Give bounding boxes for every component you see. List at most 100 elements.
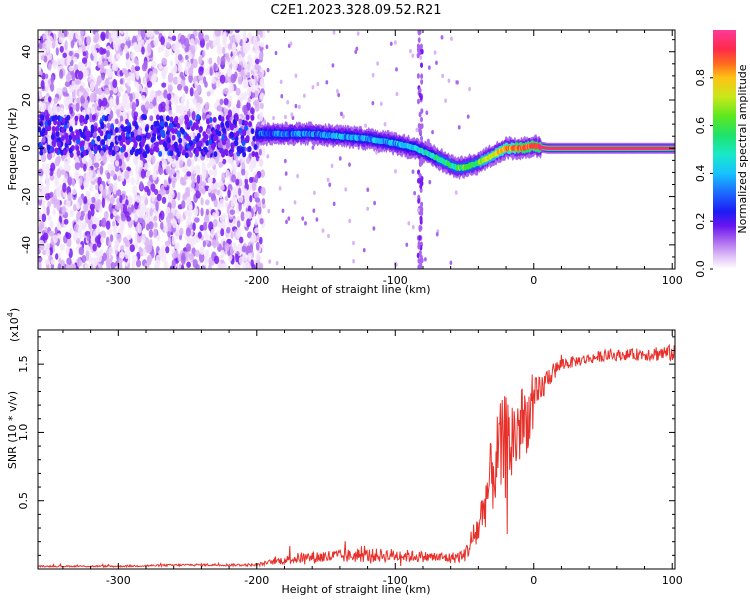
heatmap-signal-cell [216,124,221,131]
heatmap-noise-cell [52,195,58,204]
heatmap-noise-cell [259,42,265,48]
heatmap-signal-cell [107,115,112,122]
heatmap-noise-cell [52,59,58,70]
heatmap-signal-cell [229,124,234,131]
heatmap-noise-cell [124,100,131,111]
heatmap-noise-cell [249,243,254,253]
heatmap-noise-cell [175,211,181,220]
heatmap-noise-cell [125,59,131,69]
heatmap-noise-cell [109,156,115,164]
heatmap-noise-cell [192,235,198,244]
heatmap-noise-cell [149,207,153,218]
heatmap-noise-cell [40,153,47,163]
heatmap-noise-cell [44,226,48,233]
heatmap-noise-cell [49,174,55,181]
heatmap-noise-cell [48,53,53,61]
heatmap-noise-cell [190,45,196,55]
heatmap-noise-cell [405,242,409,248]
heatmap-stripe-cell [416,43,420,49]
heatmap-noise-cell [176,83,182,91]
heatmap-noise-cell [121,67,128,74]
colorbar-tick-label: 0.0 [694,260,707,278]
heatmap-noise-cell [101,189,106,196]
heatmap-noise-cell [114,239,120,247]
heatmap-noise-cell [220,249,225,259]
heatmap-noise-cell [228,95,233,102]
heatmap-signal-cell [114,118,119,125]
heatmap-noise-cell [134,239,139,250]
heatmap-noise-cell [170,186,174,195]
heatmap-noise-cell [237,64,242,73]
heatmap-noise-cell [240,93,245,101]
heatmap-noise-cell [328,182,332,187]
heatmap-signal-cell [250,114,255,121]
heatmap-signal-cell [61,117,66,124]
heatmap-signal-cell [91,139,96,146]
heatmap-signal-cell [173,141,178,148]
heatmap-noise-cell [258,148,263,156]
heatmap-noise-cell [109,196,115,205]
heatmap-noise-cell [96,79,101,87]
heatmap-noise-cell [415,127,419,133]
heatmap-signal-cell [86,130,91,137]
heatmap-noise-cell [266,30,270,33]
heatmap-signal-cell [124,151,129,158]
heatmap-noise-cell [213,255,220,265]
heatmap-noise-cell [99,183,104,192]
heatmap-noise-cell [171,252,177,259]
heatmap-signal-cell [242,151,247,158]
heatmap-noise-cell [337,92,341,98]
heatmap-noise-cell [110,30,116,38]
heatmap-noise-cell [222,36,227,43]
figure-title: C2E1.2023.328.09.52.R21 [270,3,441,18]
heatmap-noise-cell [67,176,73,186]
heatmap-noise-cell [59,243,65,251]
heatmap-noise-cell [261,198,266,205]
heatmap-noise-cell [131,260,136,269]
heatmap-noise-cell [120,171,125,182]
heatmap-noise-cell [195,109,200,116]
heatmap-noise-cell [110,261,116,269]
heatmap-signal-cell [103,134,108,141]
heatmap-noise-cell [254,227,260,234]
heatmap-noise-cell [321,228,325,233]
heatmap-noise-cell [73,223,80,233]
heatmap-noise-cell [297,104,301,110]
heatmap-noise-cell [81,66,87,73]
heatmap-noise-cell [124,170,130,180]
heatmap-noise-cell [115,160,120,167]
heatmap-noise-cell [38,226,43,234]
heatmap-noise-cell [46,151,53,161]
heatmap-noise-cell [81,221,88,229]
heatmap-noise-cell [45,248,51,257]
heatmap-noise-cell [178,104,184,115]
heatmap-stripe-cell [418,250,422,256]
heatmap-noise-cell [185,186,190,195]
heatmap-noise-cell [63,218,69,225]
x-tick-label: 0 [530,274,537,287]
heatmap-noise-cell [144,216,149,224]
heatmap-noise-cell [188,201,193,210]
heatmap-noise-cell [189,38,195,46]
heatmap-noise-cell [411,169,415,174]
heatmap-noise-cell [110,170,116,177]
heatmap-noise-cell [41,48,47,56]
heatmap-signal-cell [203,146,208,153]
heatmap-noise-cell [190,63,195,70]
heatmap-noise-cell [153,228,157,239]
heatmap-signal-cell [169,116,174,123]
heatmap-noise-cell [45,83,50,93]
heatmap-noise-cell [103,60,109,67]
heatmap-noise-cell [85,190,91,199]
heatmap-stripe-cell [420,123,424,129]
heatmap-noise-cell [198,66,204,76]
heatmap-signal-cell [234,115,239,122]
heatmap-noise-cell [65,164,72,172]
heatmap-noise-cell [226,226,231,234]
heatmap-noise-cell [106,263,111,269]
heatmap-noise-cell [42,34,47,40]
heatmap-noise-cell [160,221,164,230]
heatmap-signal-cell [169,150,174,157]
heatmap-noise-cell [102,97,108,107]
